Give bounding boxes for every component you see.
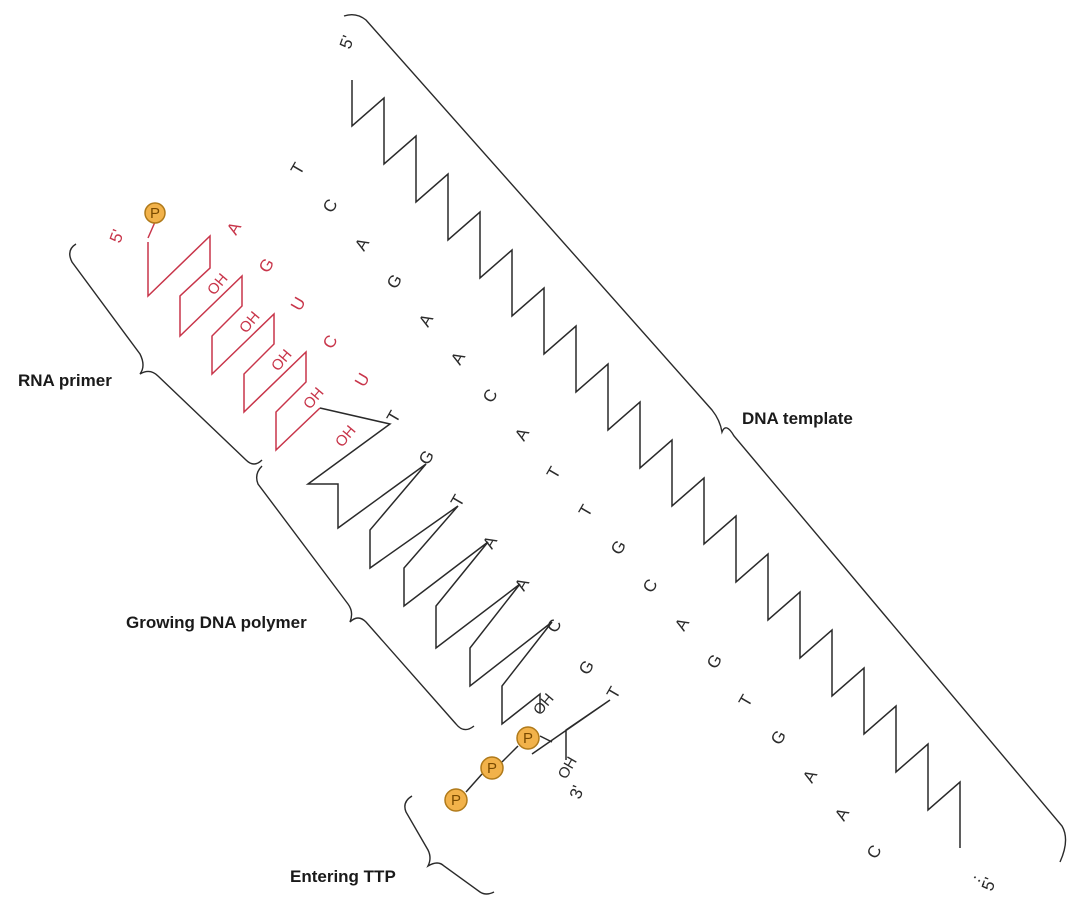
ttp-base: T xyxy=(603,684,625,702)
primer-phosphate-link xyxy=(147,221,156,239)
svg-text:P: P xyxy=(523,730,533,747)
template-base: G xyxy=(767,727,790,748)
ttp-p-link-1 xyxy=(465,773,483,793)
growing-base: G xyxy=(575,657,598,678)
template-base: T xyxy=(287,160,309,178)
primer-phosphate: P xyxy=(144,202,166,224)
entering-ttp-brace xyxy=(404,795,495,895)
template-base: A xyxy=(351,234,373,254)
svg-text:P: P xyxy=(150,205,160,222)
primer-5prime: 5' xyxy=(106,227,128,245)
ttp-phosphate-3: P xyxy=(516,726,540,750)
primer-base: G xyxy=(255,255,278,276)
template-base: C xyxy=(479,386,502,406)
template-base: A xyxy=(447,348,469,368)
template-base: A xyxy=(415,310,437,330)
growing-polymer-brace xyxy=(255,465,475,731)
template-base: A xyxy=(671,614,693,634)
ttp-phosphate-1: P xyxy=(444,788,468,812)
entering-ttp-strand xyxy=(531,699,611,760)
template-3prime-end: 5' xyxy=(978,875,1000,893)
primer-base: U xyxy=(351,370,374,390)
growing-terminal-oh: OH xyxy=(530,690,557,718)
growing-base: T xyxy=(447,492,469,510)
primer-oh: OH xyxy=(236,308,263,336)
rna-primer-brace xyxy=(69,243,263,465)
primer-oh: OH xyxy=(332,422,359,450)
growing-base: C xyxy=(543,616,566,636)
rna-primer-label: RNA primer xyxy=(18,371,112,390)
entering-ttp-label: Entering TTP xyxy=(290,867,396,886)
growing-polymer-label: Growing DNA polymer xyxy=(126,613,307,632)
svg-text:P: P xyxy=(487,760,497,777)
ttp-oh: OH xyxy=(555,754,581,782)
primer-base: U xyxy=(287,294,310,314)
template-base: T xyxy=(543,464,565,482)
ttp-3prime: 3' xyxy=(566,783,588,801)
template-base: C xyxy=(319,196,342,216)
dna-template-brace xyxy=(343,13,1067,863)
template-base: T xyxy=(735,692,757,710)
template-base: C xyxy=(863,842,886,862)
primer-oh: OH xyxy=(268,346,295,374)
template-base: G xyxy=(607,537,630,558)
ttp-phosphate-2: P xyxy=(480,756,504,780)
template-base: G xyxy=(703,651,726,672)
growing-base: G xyxy=(415,447,438,468)
ttp-p-link-3 xyxy=(539,735,553,743)
growing-dna-strand xyxy=(305,407,553,726)
primer-base: C xyxy=(319,332,342,352)
primer-base: A xyxy=(223,218,245,238)
template-5prime: 5' xyxy=(336,33,358,51)
ttp-p-link-2 xyxy=(501,745,519,763)
dna-template-strand xyxy=(351,80,961,848)
template-base: A xyxy=(799,766,821,786)
primer-oh: OH xyxy=(204,270,231,298)
template-base: A xyxy=(511,424,533,444)
dna-template-label: DNA template xyxy=(742,409,853,428)
template-base: A xyxy=(831,804,853,824)
svg-text:P: P xyxy=(451,792,461,809)
template-base: C xyxy=(639,576,662,596)
template-base: G xyxy=(383,271,406,292)
template-base: T xyxy=(575,502,597,520)
rna-primer-strand xyxy=(147,234,321,452)
